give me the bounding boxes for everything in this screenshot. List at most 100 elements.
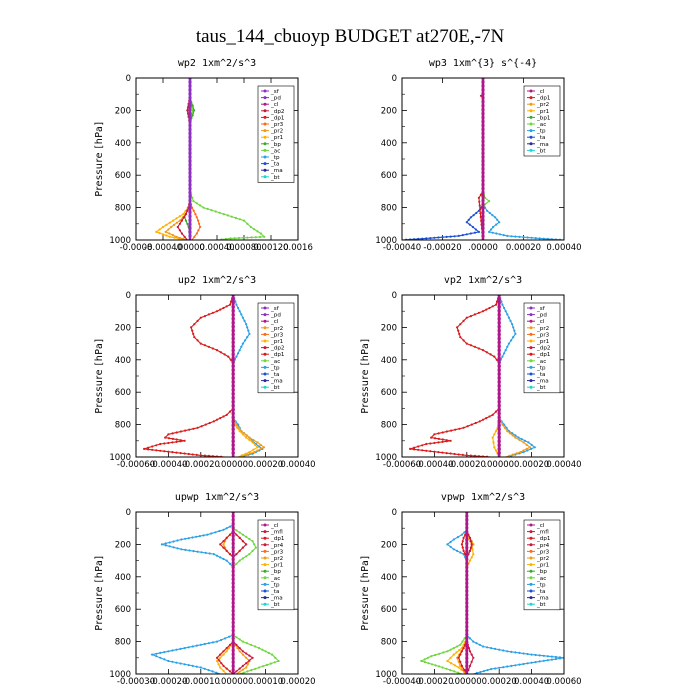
series-marker-dp1 <box>175 451 178 454</box>
series-marker-cl <box>231 447 235 451</box>
series-marker-dp1 <box>228 643 232 646</box>
legend-marker <box>529 319 533 323</box>
x-tick-label: .00000 <box>484 460 514 470</box>
series-marker-cl <box>497 325 501 329</box>
series-marker-cl <box>497 356 501 360</box>
series-marker-tp <box>220 638 223 642</box>
y-tick-label: 600 <box>115 388 131 398</box>
series-marker-cl <box>481 155 485 159</box>
x-tick-label: -0.00040 <box>383 243 421 253</box>
legend-marker <box>529 589 533 593</box>
series-marker-dp1 <box>441 438 444 441</box>
series-marker-pr2 <box>248 436 251 439</box>
series-marker-tp <box>246 336 249 339</box>
x-tick-label: -0.00030 <box>117 677 155 687</box>
series-marker-cl <box>465 632 469 637</box>
legend-label: _cl <box>270 102 279 108</box>
x-tick-label: -0.00060 <box>117 460 155 470</box>
series-marker-dp1 <box>208 421 211 425</box>
series-marker-dp1 <box>215 418 219 421</box>
series-marker-tp <box>211 670 214 673</box>
series-marker-dp1 <box>223 353 226 356</box>
series-marker-ac <box>251 540 254 543</box>
series-marker-tp <box>163 658 166 661</box>
y-axis-label: Pressure [hPa] <box>360 338 371 413</box>
series-marker-pr1 <box>217 663 220 666</box>
series-marker-pr4 <box>245 662 248 665</box>
series-marker-ac <box>265 663 268 667</box>
series-marker-tp <box>479 671 482 674</box>
series-marker-tp <box>168 545 171 548</box>
y-tick-label: 200 <box>115 323 131 333</box>
series-marker-ac <box>488 200 491 203</box>
series-marker-tp <box>219 556 222 559</box>
series-marker-cl <box>231 356 235 360</box>
series-marker-tp <box>514 664 517 667</box>
series-marker-ac <box>222 213 225 216</box>
series-marker-cl <box>465 557 469 562</box>
series-marker-tp <box>195 644 198 647</box>
series-marker-pr4 <box>470 543 473 546</box>
legend-marker <box>529 115 533 119</box>
series-marker-dp1 <box>478 204 481 207</box>
legend-label: _pr3 <box>270 549 284 555</box>
series-marker-pr1 <box>472 553 475 556</box>
series-marker-dp1 <box>437 437 440 440</box>
legend-label: _pr4 <box>270 543 284 549</box>
series-marker-cl <box>481 127 485 131</box>
series-marker-dp1 <box>171 432 174 435</box>
x-tick-label: 0.00120 <box>253 243 288 253</box>
legend-marker <box>529 372 533 376</box>
series-marker-tp <box>183 663 186 666</box>
series-marker-pr2 <box>256 449 259 452</box>
series-marker-sf <box>188 88 192 92</box>
series-marker-ac <box>248 553 251 556</box>
series-marker-tp <box>472 640 475 643</box>
series-marker-cl <box>465 518 469 522</box>
series-marker-tp <box>494 667 497 670</box>
series-marker-tp <box>550 655 554 658</box>
series-marker-tp <box>184 548 187 552</box>
legend-label: _dp1 <box>270 352 285 358</box>
series-marker-cl <box>497 380 501 384</box>
legend-label: _ma <box>270 379 283 385</box>
legend-label: _ta <box>536 589 545 595</box>
series-marker-cl <box>497 404 501 408</box>
legend-marker <box>263 596 267 600</box>
series-marker-cl <box>231 360 235 364</box>
series-marker-pr1 <box>453 664 456 667</box>
series-marker-sf <box>188 230 192 234</box>
series-marker-ac <box>441 666 444 669</box>
series-marker-ta <box>453 235 456 238</box>
legend-marker <box>263 319 267 323</box>
series-marker-cl <box>497 364 501 368</box>
series-marker-tp <box>199 666 202 669</box>
legend-marker <box>529 556 533 560</box>
series-marker-pr2 <box>522 441 525 444</box>
series-marker-cl <box>231 325 235 329</box>
panel-frame <box>401 294 565 458</box>
series-marker-cl <box>465 546 469 550</box>
y-axis-label: Pressure [hPa] <box>94 121 105 196</box>
legend-marker <box>263 332 267 336</box>
series-marker-dp1 <box>190 326 193 329</box>
series-marker-ta <box>473 231 476 234</box>
series-marker-pr1 <box>470 556 473 559</box>
series-marker-pr4 <box>468 549 472 553</box>
series-marker-dp1 <box>481 418 485 421</box>
series-marker-dp1 <box>462 319 465 322</box>
series-marker-bp <box>193 109 196 112</box>
series-marker-tp <box>504 310 507 313</box>
series-marker-dp1 <box>479 212 482 215</box>
series-marker-ac <box>246 670 249 673</box>
series-marker-tp <box>502 666 505 669</box>
series-marker-pr3 <box>199 225 202 229</box>
series-marker-tp <box>494 647 497 651</box>
y-axis-label: Pressure [hPa] <box>360 555 371 630</box>
series-marker-tp <box>507 316 510 319</box>
series-marker-sf <box>188 198 192 203</box>
series-marker-dp1 <box>457 329 460 332</box>
series-marker-cl <box>497 332 501 337</box>
panel-title: up2 1xm^2/s^3 <box>178 275 256 286</box>
series-marker-dp1 <box>460 650 463 653</box>
